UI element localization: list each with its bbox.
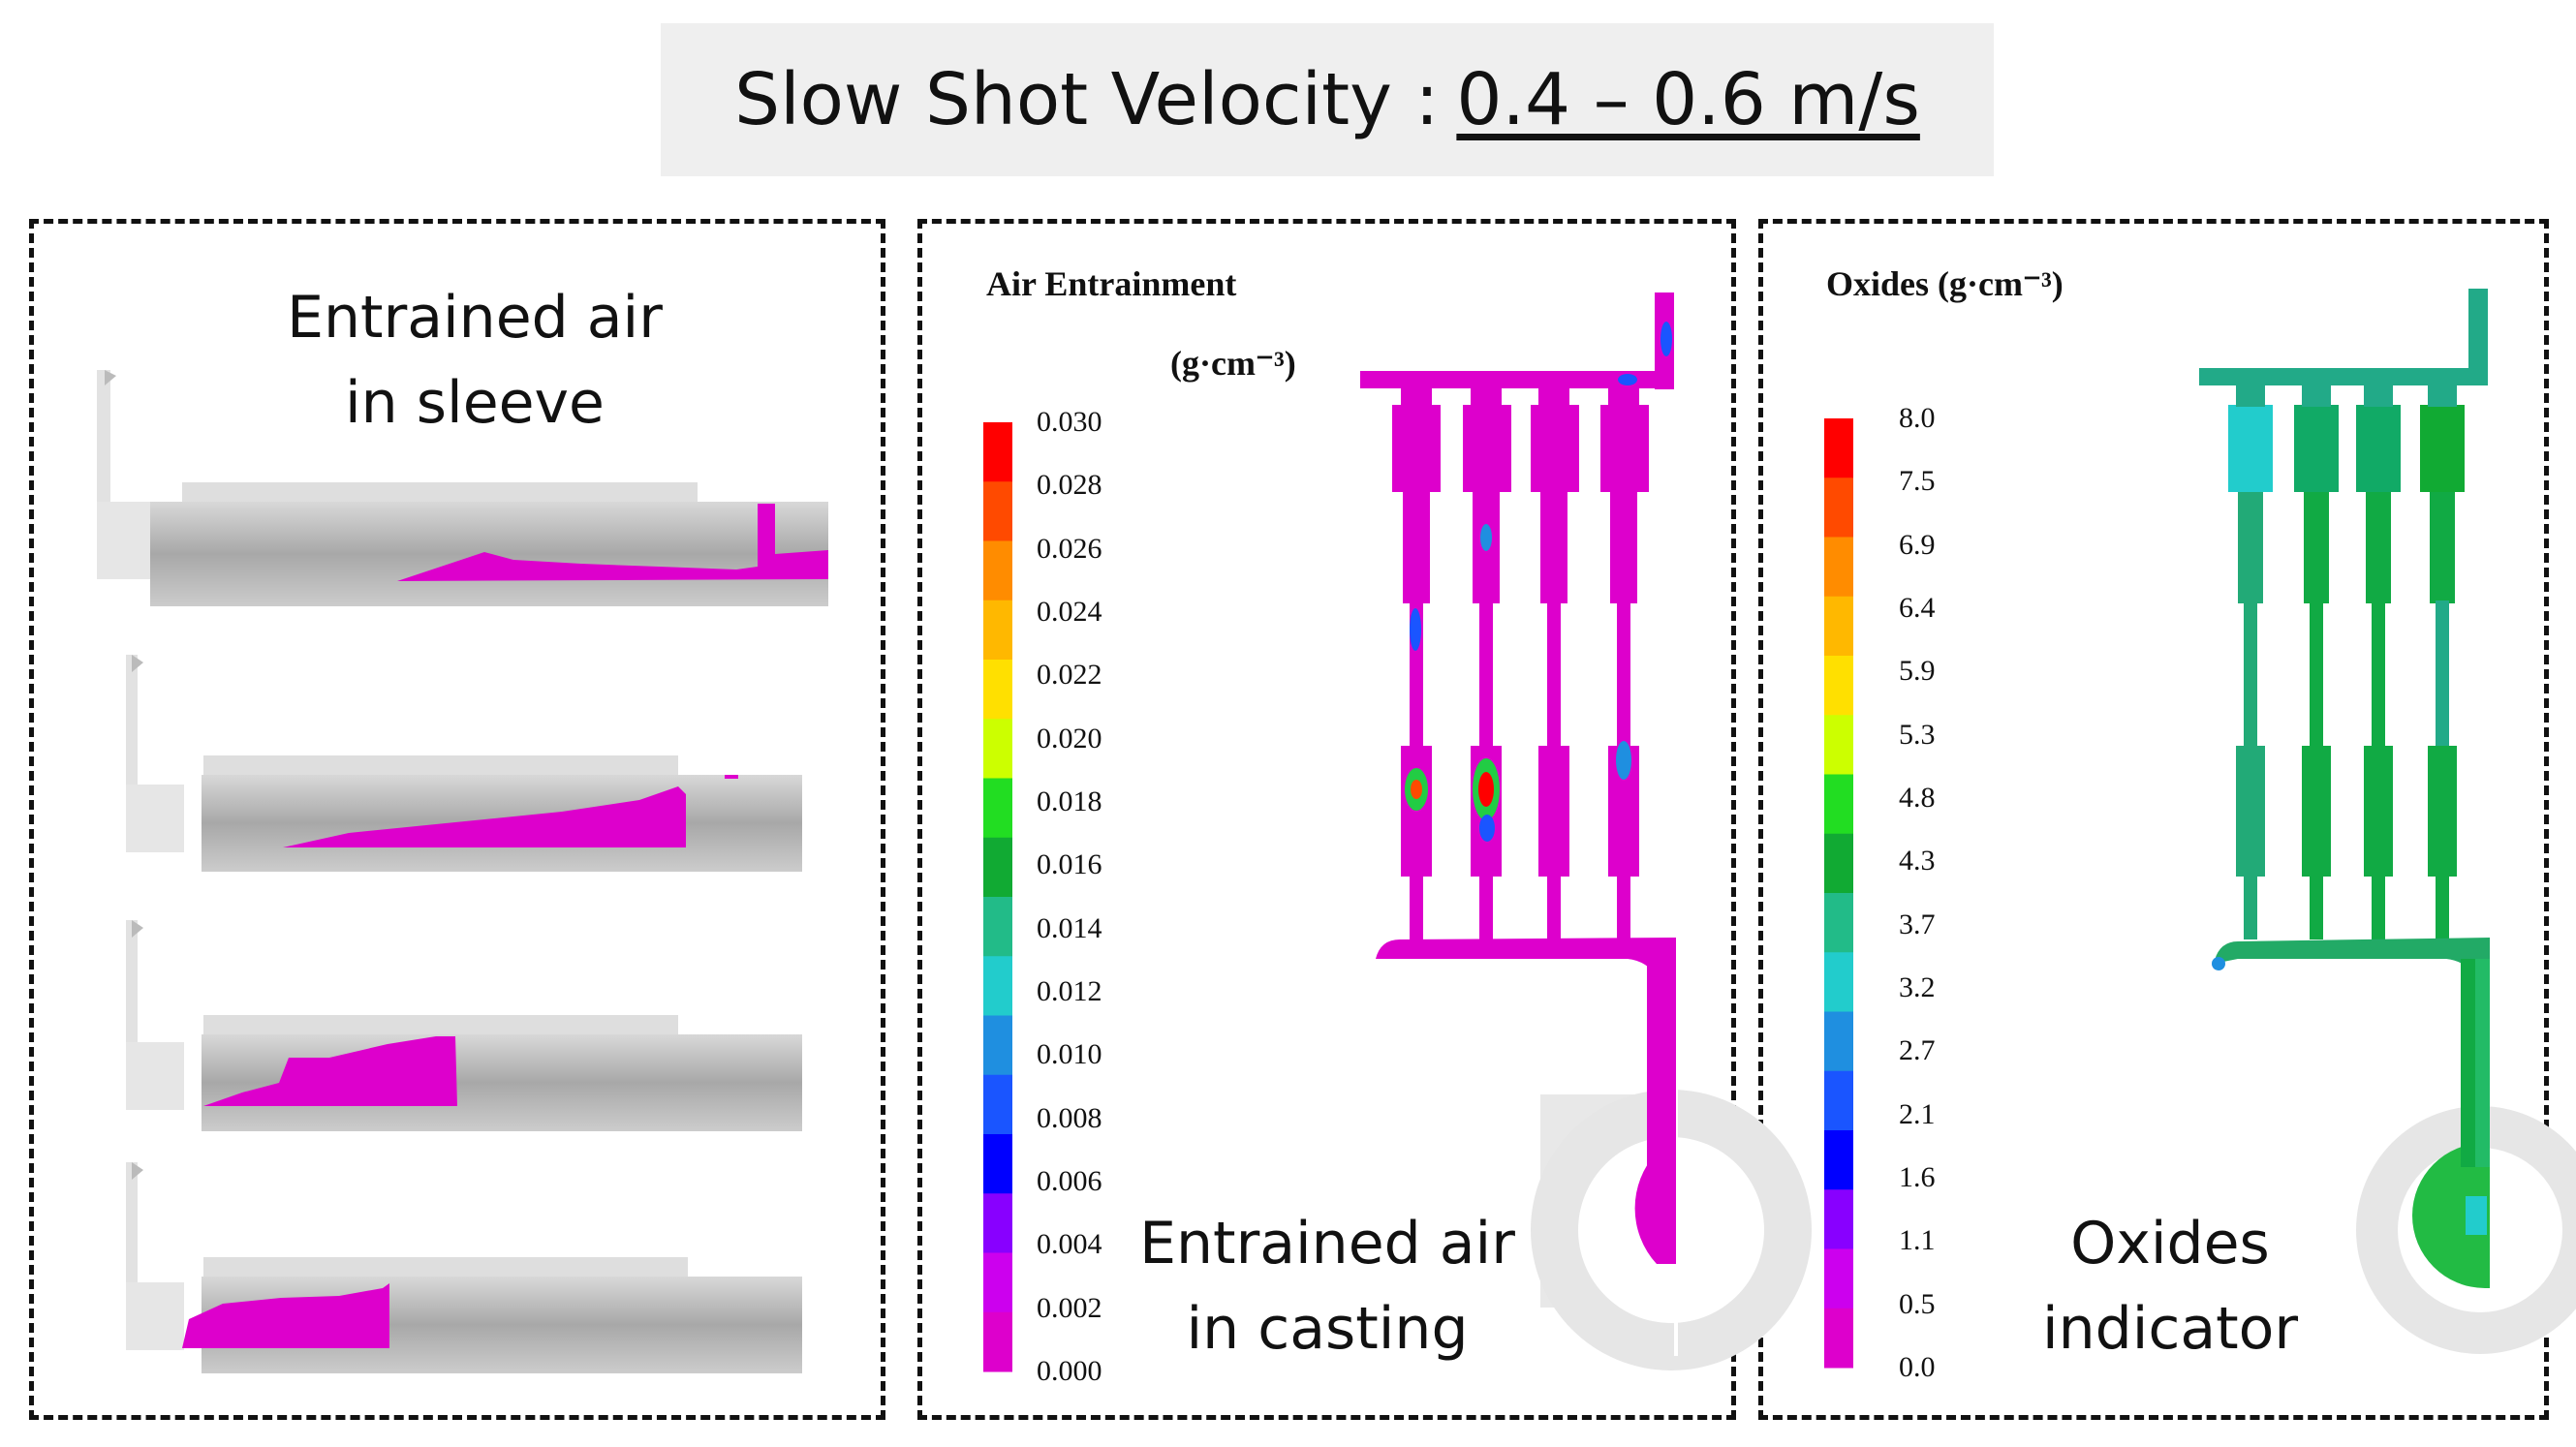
- colorbar-segment: [1824, 774, 1853, 835]
- colorbar-tick-label: 0.000: [1037, 1355, 1102, 1387]
- colorbar-tick-label: 8.0: [1899, 402, 1936, 434]
- panel-oxides: [1758, 219, 2549, 1420]
- colorbar-tick-label: 0.016: [1037, 848, 1102, 881]
- sleeve-label-line1: Entrained air: [287, 284, 663, 352]
- colorbar-segment: [1824, 537, 1853, 598]
- colorbar-segment: [1824, 1070, 1853, 1131]
- colorbar-tick-label: 6.9: [1899, 528, 1936, 561]
- colorbar-tick-label: 0.012: [1037, 975, 1102, 1007]
- casting-label: Entrained air in casting: [1124, 1201, 1531, 1371]
- colorbar-tick-label: 2.1: [1899, 1097, 1936, 1130]
- oxides-label-line2: indicator: [2041, 1295, 2299, 1363]
- colorbar-tick-label: 0.5: [1899, 1287, 1936, 1320]
- colorbar-tick-label: 0.026: [1037, 532, 1102, 565]
- air-colorbar: [983, 422, 1012, 1372]
- air-casting-geometry: [1360, 292, 1812, 1370]
- colorbar-segment: [1824, 1308, 1853, 1369]
- colorbar-tick-label: 0.020: [1037, 722, 1102, 754]
- colorbar-tick-label: 4.8: [1899, 782, 1936, 814]
- title-velocity: 0.4 – 0.6 m/s: [1456, 58, 1920, 141]
- panel-sleeve: [29, 219, 885, 1420]
- colorbar-segment: [1824, 1248, 1853, 1309]
- colorbar-tick-label: 0.0: [1899, 1351, 1936, 1383]
- colorbar-tick-label: 2.7: [1899, 1034, 1936, 1067]
- colorbar-segment: [1824, 715, 1853, 775]
- colorbar-segment: [983, 1134, 1012, 1194]
- colorbar-tick-label: 0.030: [1037, 406, 1102, 438]
- colorbar-segment: [1824, 418, 1853, 478]
- colorbar-segment: [983, 540, 1012, 601]
- sleeve-diagram-2: [126, 655, 802, 872]
- colorbar-tick-label: 5.3: [1899, 718, 1936, 751]
- sleeve-label: Entrained air in sleeve: [242, 275, 707, 446]
- colorbar-tick-label: 0.014: [1037, 911, 1102, 944]
- colorbar-segment: [983, 778, 1012, 839]
- oxides-label: Oxides indicator: [1996, 1201, 2344, 1371]
- colorbar-segment: [983, 897, 1012, 957]
- colorbar-segment: [983, 1015, 1012, 1076]
- colorbar-segment: [983, 1193, 1012, 1253]
- colorbar-segment: [983, 600, 1012, 661]
- colorbar-tick-label: 3.7: [1899, 908, 1936, 940]
- colorbar-segment: [1824, 1011, 1853, 1072]
- oxides-casting-geometry: [2199, 289, 2576, 1354]
- colorbar-segment: [983, 481, 1012, 541]
- air-legend-title: Air Entrainment: [986, 264, 1237, 303]
- colorbar-segment: [1824, 656, 1853, 716]
- title-prefix: Slow Shot Velocity :: [734, 58, 1440, 141]
- colorbar-segment: [983, 719, 1012, 779]
- colorbar-tick-label: 0.028: [1037, 469, 1102, 502]
- colorbar-segment: [983, 422, 1012, 482]
- colorbar-tick-label: 5.9: [1899, 655, 1936, 688]
- colorbar-segment: [1824, 1130, 1853, 1190]
- colorbar-segment: [1824, 1189, 1853, 1249]
- colorbar-segment: [1824, 952, 1853, 1012]
- sleeve-diagram-3: [126, 920, 802, 1131]
- colorbar-tick-label: 1.6: [1899, 1161, 1936, 1193]
- sleeve-label-line2: in sleeve: [345, 369, 605, 437]
- colorbar-tick-label: 0.004: [1037, 1228, 1102, 1261]
- colorbar-tick-label: 3.2: [1899, 971, 1936, 1003]
- colorbar-tick-label: 4.3: [1899, 845, 1936, 877]
- air-legend-unit: (g·cm⁻³): [1170, 344, 1296, 383]
- casting-label-line2: in casting: [1186, 1295, 1469, 1363]
- oxides-legend-title: Oxides (g·cm⁻³): [1826, 264, 2064, 303]
- colorbar-segment: [983, 1074, 1012, 1135]
- colorbar-segment: [1824, 596, 1853, 657]
- oxides-label-line1: Oxides: [2070, 1210, 2270, 1278]
- sleeve-diagram-1: [97, 370, 828, 606]
- colorbar-segment: [983, 1252, 1012, 1313]
- colorbar-segment: [983, 660, 1012, 720]
- colorbar-tick-label: 1.1: [1899, 1224, 1936, 1257]
- oxides-colorbar: [1824, 418, 1853, 1369]
- colorbar-tick-label: 0.022: [1037, 659, 1102, 692]
- colorbar-segment: [983, 956, 1012, 1016]
- colorbar-tick-label: 0.010: [1037, 1038, 1102, 1071]
- title-banner: Slow Shot Velocity : 0.4 – 0.6 m/s: [661, 23, 1994, 176]
- colorbar-segment: [1824, 893, 1853, 953]
- colorbar-segment: [983, 1311, 1012, 1372]
- colorbar-tick-label: 0.006: [1037, 1165, 1102, 1197]
- sleeve-diagram-4: [126, 1162, 802, 1373]
- colorbar-tick-label: 0.018: [1037, 785, 1102, 817]
- panel-air-casting: [917, 219, 1736, 1420]
- colorbar-segment: [1824, 833, 1853, 894]
- colorbar-tick-label: 0.002: [1037, 1291, 1102, 1324]
- colorbar-tick-label: 0.008: [1037, 1101, 1102, 1134]
- colorbar-segment: [983, 837, 1012, 898]
- colorbar-tick-label: 0.024: [1037, 596, 1102, 628]
- casting-label-line1: Entrained air: [1139, 1210, 1515, 1278]
- colorbar-tick-label: 7.5: [1899, 465, 1936, 498]
- colorbar-segment: [1824, 477, 1853, 538]
- colorbar-tick-label: 6.4: [1899, 592, 1936, 624]
